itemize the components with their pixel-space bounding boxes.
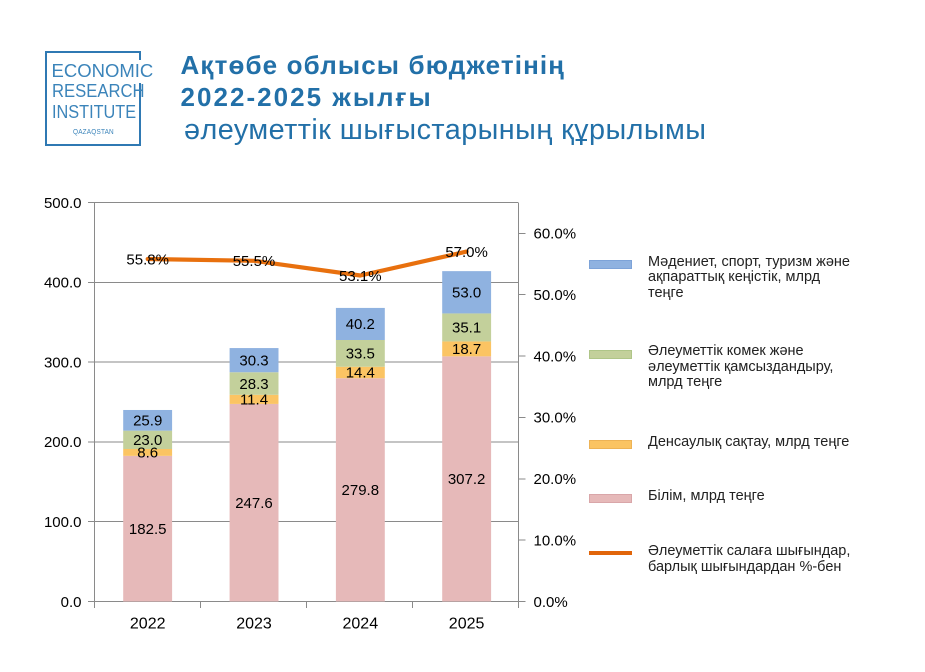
svg-text:53.0: 53.0 [452,285,481,302]
svg-text:2025: 2025 [449,616,485,633]
svg-text:247.6: 247.6 [235,495,273,512]
svg-text:50.0%: 50.0% [534,287,577,304]
svg-text:40.2: 40.2 [346,316,375,333]
svg-text:20.0%: 20.0% [534,471,577,488]
svg-text:400.0: 400.0 [44,275,82,292]
svg-text:300.0: 300.0 [44,354,82,371]
svg-text:10.0%: 10.0% [534,532,577,549]
svg-text:55.5%: 55.5% [233,253,276,270]
svg-text:53.1%: 53.1% [339,268,382,285]
svg-text:307.2: 307.2 [448,471,486,488]
svg-text:2024: 2024 [343,616,379,633]
svg-text:40.0%: 40.0% [534,348,577,365]
svg-text:279.8: 279.8 [342,482,380,499]
svg-text:55.8%: 55.8% [126,251,169,268]
svg-text:0.0%: 0.0% [534,594,568,611]
svg-text:200.0: 200.0 [44,434,82,451]
svg-text:2022: 2022 [130,616,166,633]
svg-text:30.3: 30.3 [239,352,268,369]
svg-text:30.0%: 30.0% [534,410,577,427]
svg-text:35.1: 35.1 [452,320,481,337]
svg-text:11.4: 11.4 [240,392,268,409]
svg-text:500.0: 500.0 [44,195,82,212]
svg-text:23.0: 23.0 [133,432,162,449]
svg-text:60.0%: 60.0% [534,226,577,243]
svg-text:33.5: 33.5 [346,346,375,363]
svg-text:182.5: 182.5 [129,521,167,538]
svg-text:8.6: 8.6 [137,445,158,462]
svg-text:2023: 2023 [236,616,272,633]
svg-text:0.0: 0.0 [61,594,82,611]
svg-text:57.0%: 57.0% [445,244,488,261]
svg-text:18.7: 18.7 [452,341,481,358]
svg-text:100.0: 100.0 [44,514,82,531]
svg-text:28.3: 28.3 [239,376,268,393]
svg-text:25.9: 25.9 [133,413,162,430]
svg-text:14.4: 14.4 [346,365,375,382]
